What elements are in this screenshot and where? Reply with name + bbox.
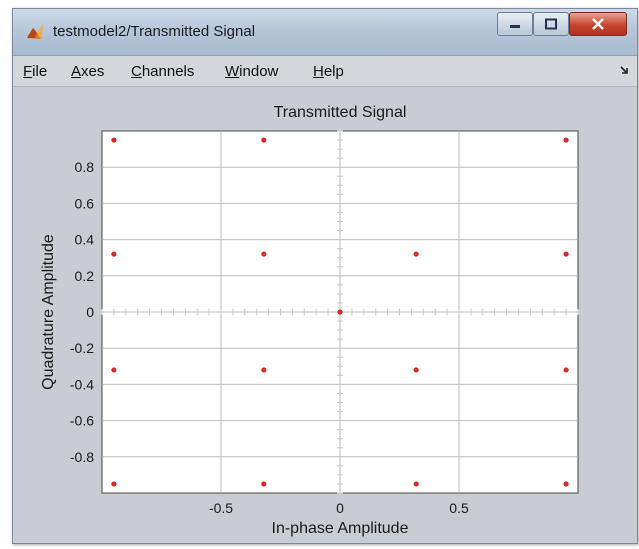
menu-bar: File Axes Channels Window Help: [13, 56, 637, 87]
menu-axes-label: xes: [81, 63, 105, 80]
x-tick-label: -0.5: [209, 500, 233, 516]
y-tick-label: 0.8: [75, 159, 95, 175]
menu-file-mnemonic: F: [23, 63, 33, 80]
chart-title: Transmitted Signal: [274, 104, 407, 121]
menu-channels[interactable]: Channels: [131, 63, 194, 80]
signal-point: [563, 137, 569, 143]
figure-area: Transmitted Signal 0.8 0.6 0.4 0.2 0 -0.2 -0.4…: [15, 87, 635, 542]
y-tick-label: 0: [86, 304, 94, 320]
y-tick-label: -0.6: [70, 413, 94, 429]
y-tick-label: -0.4: [70, 376, 94, 392]
signal-point: [111, 367, 117, 373]
signal-point: [413, 481, 419, 487]
menu-file-label: ile: [32, 63, 48, 80]
menu-window-mnemonic: W: [225, 63, 240, 80]
y-tick-label: 0.2: [75, 268, 95, 284]
signal-points: [111, 137, 569, 487]
x-axis-label: In-phase Amplitude: [272, 520, 409, 537]
menu-axes[interactable]: Axes: [71, 63, 104, 80]
maximize-icon: [545, 18, 557, 30]
center-minor-ticks: [101, 130, 579, 494]
menu-channels-mnemonic: C: [131, 63, 142, 80]
signal-point: [563, 481, 569, 487]
y-tick-label: -0.2: [70, 340, 94, 356]
y-axis-label: Quadrature Amplitude: [40, 234, 57, 390]
y-tick-labels: 0.8 0.6 0.4 0.2 0 -0.2 -0.4 -0.6 -0.8: [70, 159, 94, 465]
scatter-plot[interactable]: Transmitted Signal 0.8 0.6 0.4 0.2 0 -0.2 -0.4…: [15, 87, 635, 542]
x-tick-label: 0: [336, 500, 344, 516]
y-tick-label: 0.6: [75, 195, 95, 211]
signal-point: [337, 309, 343, 315]
signal-point: [563, 367, 569, 373]
maximize-button[interactable]: [533, 12, 569, 36]
signal-point: [111, 481, 117, 487]
menu-window[interactable]: Window: [225, 63, 278, 80]
minimize-button[interactable]: [497, 12, 533, 36]
menu-window-label: indow: [239, 63, 279, 80]
signal-point: [261, 251, 267, 257]
window-title: testmodel2/Transmitted Signal: [53, 23, 256, 40]
y-tick-label: 0.4: [75, 232, 95, 248]
signal-point: [413, 251, 419, 257]
signal-point: [261, 481, 267, 487]
title-bar[interactable]: testmodel2/Transmitted Signal: [13, 9, 637, 56]
signal-point: [111, 251, 117, 257]
signal-point: [563, 251, 569, 257]
scope-window: testmodel2/Transmitted Signal File Axes …: [12, 8, 638, 544]
menu-help-mnemonic: H: [313, 63, 324, 80]
x-tick-labels: -0.5 0 0.5: [209, 500, 469, 516]
dock-arrow-icon[interactable]: [619, 65, 629, 75]
minimize-icon: [510, 25, 520, 28]
y-tick-label: -0.8: [70, 449, 94, 465]
menu-axes-mnemonic: A: [71, 63, 82, 80]
signal-point: [111, 137, 117, 143]
signal-point: [261, 137, 267, 143]
menu-channels-label: hannels: [141, 63, 195, 80]
close-button[interactable]: [569, 12, 627, 36]
signal-point: [413, 367, 419, 373]
matlab-icon: [27, 25, 43, 39]
close-icon: [592, 18, 604, 30]
menu-file[interactable]: File: [23, 63, 47, 80]
x-tick-label: 0.5: [449, 500, 469, 516]
menu-help[interactable]: Help: [313, 63, 344, 80]
signal-point: [261, 367, 267, 373]
menu-help-label: elp: [323, 63, 344, 80]
